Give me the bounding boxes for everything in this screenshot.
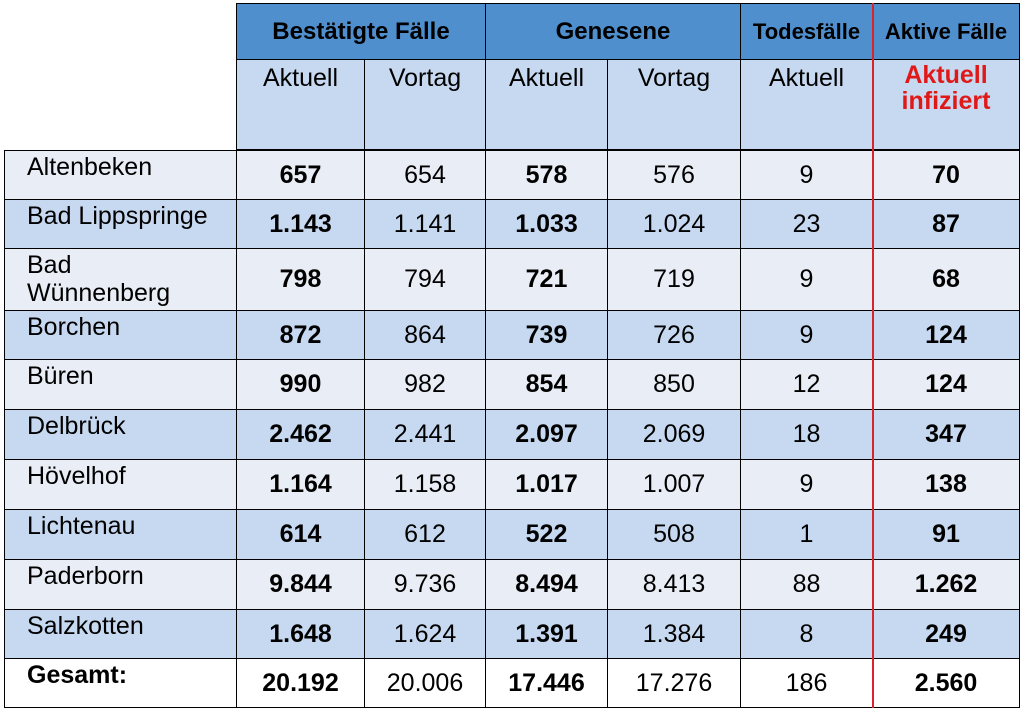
cell-bad-lippspringe-col4: 1.024: [607, 199, 741, 249]
cell-hövelhof-col1: 1.164: [236, 459, 365, 510]
cell-total-col1: 20.192: [236, 658, 365, 708]
cell-borchen-col5: 9: [740, 310, 873, 360]
cell-salzkotten-col4: 1.384: [607, 609, 741, 659]
cell-salzkotten-col1: 1.648: [236, 609, 365, 659]
cell-total-col3: 17.446: [485, 658, 608, 708]
cell-delbrück-col4: 2.069: [607, 409, 741, 460]
row-label-paderborn: Paderborn: [4, 559, 237, 610]
row-label-salzkotten: Salzkotten: [4, 609, 237, 659]
cell-lichtenau-col3: 522: [485, 509, 608, 560]
cell-paderborn-col6: 1.262: [872, 559, 1020, 610]
cell-total-col5: 186: [740, 658, 873, 708]
cell-bad-wünnenberg-col1: 798: [236, 248, 365, 311]
cell-paderborn-col5: 88: [740, 559, 873, 610]
header-genesene: Genesene: [485, 3, 741, 60]
cell-büren-col1: 990: [236, 359, 365, 410]
cell-bad-wünnenberg-col6: 68: [872, 248, 1020, 311]
cell-lichtenau-col2: 612: [364, 509, 486, 560]
cell-büren-col5: 12: [740, 359, 873, 410]
cell-bad-lippspringe-col6: 87: [872, 199, 1020, 249]
cell-bad-lippspringe-col2: 1.141: [364, 199, 486, 249]
cell-borchen-col2: 864: [364, 310, 486, 360]
header-aktive-faelle: Aktive Fälle: [872, 3, 1020, 60]
cell-salzkotten-col6: 249: [872, 609, 1020, 659]
cell-altenbeken-col4: 576: [607, 150, 741, 200]
cell-borchen-col4: 726: [607, 310, 741, 360]
cell-altenbeken-col1: 657: [236, 150, 365, 200]
cell-delbrück-col3: 2.097: [485, 409, 608, 460]
subheader-genesene-aktuell: Aktuell: [485, 59, 608, 150]
row-label-bad-wünnenberg: Bad Wünnenberg: [4, 248, 237, 311]
cell-büren-col6: 124: [872, 359, 1020, 410]
cell-delbrück-col6: 347: [872, 409, 1020, 460]
row-label-borchen: Borchen: [4, 310, 237, 360]
cell-hövelhof-col3: 1.017: [485, 459, 608, 510]
cell-bad-wünnenberg-col5: 9: [740, 248, 873, 311]
cell-total-col4: 17.276: [607, 658, 741, 708]
cell-hövelhof-col2: 1.158: [364, 459, 486, 510]
cell-hövelhof-col4: 1.007: [607, 459, 741, 510]
row-label-bad-lippspringe: Bad Lippspringe: [4, 199, 237, 249]
cell-altenbeken-col2: 654: [364, 150, 486, 200]
cell-borchen-col3: 739: [485, 310, 608, 360]
cell-lichtenau-col4: 508: [607, 509, 741, 560]
cell-altenbeken-col5: 9: [740, 150, 873, 200]
highlight-divider: [872, 3, 874, 708]
cell-altenbeken-col3: 578: [485, 150, 608, 200]
cell-delbrück-col5: 18: [740, 409, 873, 460]
cell-total-col2: 20.006: [364, 658, 486, 708]
cell-bad-wünnenberg-col4: 719: [607, 248, 741, 311]
cell-hövelhof-col6: 138: [872, 459, 1020, 510]
row-label-büren: Büren: [4, 359, 237, 410]
cell-borchen-col6: 124: [872, 310, 1020, 360]
row-label-altenbeken: Altenbeken: [4, 150, 237, 200]
cell-bad-wünnenberg-col3: 721: [485, 248, 608, 311]
cell-salzkotten-col5: 8: [740, 609, 873, 659]
cell-lichtenau-col5: 1: [740, 509, 873, 560]
cell-paderborn-col1: 9.844: [236, 559, 365, 610]
cell-bad-lippspringe-col1: 1.143: [236, 199, 365, 249]
cell-delbrück-col1: 2.462: [236, 409, 365, 460]
cell-bad-lippspringe-col3: 1.033: [485, 199, 608, 249]
row-label-lichtenau: Lichtenau: [4, 509, 237, 560]
cell-total-col6: 2.560: [872, 658, 1020, 708]
subheader-bestaetigte-aktuell: Aktuell: [236, 59, 365, 150]
cell-delbrück-col2: 2.441: [364, 409, 486, 460]
cell-hövelhof-col5: 9: [740, 459, 873, 510]
cell-büren-col3: 854: [485, 359, 608, 410]
subheader-bestaetigte-vortag: Vortag: [364, 59, 486, 150]
cell-altenbeken-col6: 70: [872, 150, 1020, 200]
cell-bad-lippspringe-col5: 23: [740, 199, 873, 249]
row-label-hövelhof: Hövelhof: [4, 459, 237, 510]
cell-paderborn-col2: 9.736: [364, 559, 486, 610]
header-todesfaelle: Todesfälle: [740, 3, 873, 60]
cell-büren-col4: 850: [607, 359, 741, 410]
cell-büren-col2: 982: [364, 359, 486, 410]
cell-salzkotten-col2: 1.624: [364, 609, 486, 659]
cell-lichtenau-col6: 91: [872, 509, 1020, 560]
subheader-todesfaelle-aktuell: Aktuell: [740, 59, 873, 150]
cell-salzkotten-col3: 1.391: [485, 609, 608, 659]
cell-paderborn-col4: 8.413: [607, 559, 741, 610]
row-label-total: Gesamt:: [4, 658, 237, 708]
row-label-delbrück: Delbrück: [4, 409, 237, 460]
cell-bad-wünnenberg-col2: 794: [364, 248, 486, 311]
cell-lichtenau-col1: 614: [236, 509, 365, 560]
cell-borchen-col1: 872: [236, 310, 365, 360]
cell-paderborn-col3: 8.494: [485, 559, 608, 610]
subheader-genesene-vortag: Vortag: [607, 59, 741, 150]
subheader-aktive-aktuell-infiziert: Aktuell infiziert: [872, 59, 1020, 150]
header-bestaetigte-faelle: Bestätigte Fälle: [236, 3, 486, 60]
